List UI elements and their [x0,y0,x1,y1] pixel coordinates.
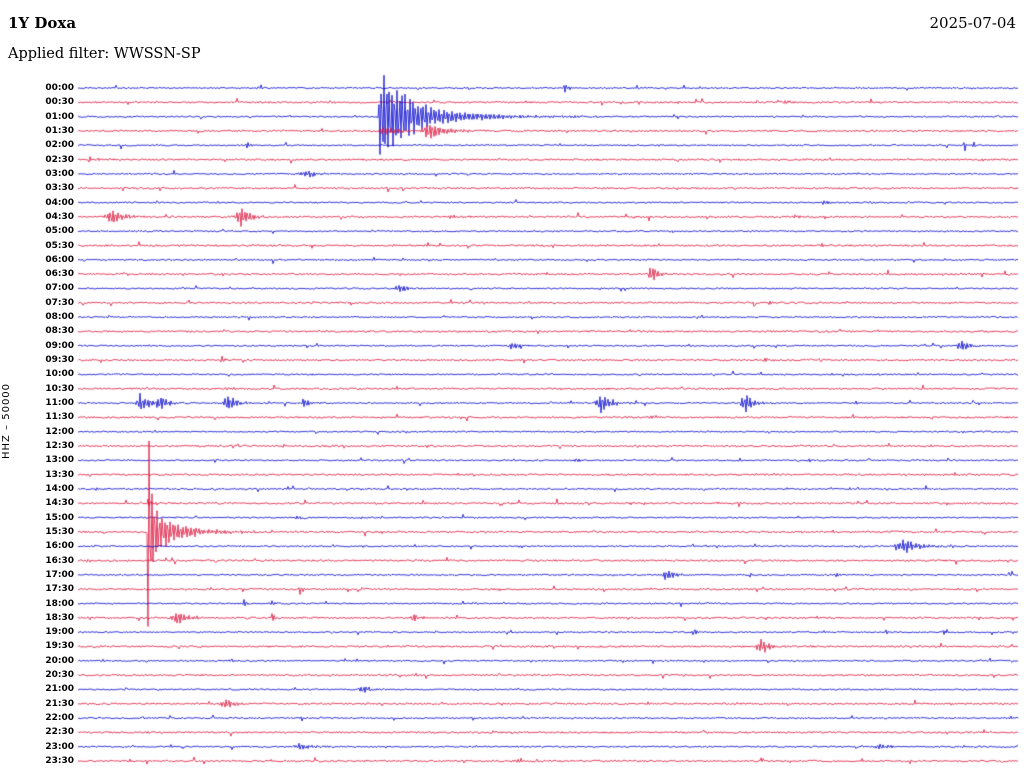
time-label: 23:30 [45,756,74,767]
time-label: 05:30 [45,240,74,251]
time-label: 22:30 [45,727,74,738]
date-label: 2025-07-04 [929,14,1016,32]
time-label: 22:00 [45,713,74,724]
time-label: 21:00 [45,684,74,695]
time-label: 19:00 [45,627,74,638]
time-label: 02:30 [45,154,74,165]
time-label: 12:30 [45,441,74,451]
time-label: 18:30 [45,612,74,623]
time-label: 08:30 [45,326,74,337]
time-label: 03:00 [45,168,74,179]
time-label: 17:30 [45,584,74,595]
time-label: 10:30 [45,383,74,394]
time-label: 02:00 [45,140,74,151]
time-label: 23:00 [45,741,74,752]
time-label: 13:30 [45,469,74,480]
time-label: 00:00 [45,83,74,93]
time-label: 06:00 [45,254,74,265]
filter-label: Applied filter: WWSSN-SP [8,46,201,62]
time-label: 11:00 [45,398,74,409]
time-label: 15:00 [45,512,74,523]
time-label: 13:00 [45,455,74,466]
time-label: 16:30 [45,555,74,566]
time-label: 04:30 [45,211,74,222]
time-label: 14:30 [45,498,74,509]
time-label: 16:00 [45,541,74,552]
time-label: 09:30 [45,355,74,366]
time-label: 12:00 [45,426,74,437]
time-label: 18:00 [45,598,74,609]
time-label: 00:30 [45,97,74,108]
time-label: 19:30 [45,641,74,652]
time-label: 07:00 [45,283,74,294]
time-label: 21:30 [45,698,74,709]
time-label: 01:30 [45,125,74,136]
time-label: 04:00 [45,197,74,208]
time-label: 01:00 [45,111,74,122]
time-label: 03:30 [45,183,74,194]
time-label: 15:30 [45,526,74,537]
time-label: 10:00 [45,369,74,380]
station-title: 1Y Doxa [8,14,77,32]
time-label: 20:00 [45,655,74,666]
time-label: 20:30 [45,670,74,681]
time-label: 06:30 [45,269,74,280]
time-label: 09:00 [45,340,74,351]
time-label: 07:30 [45,297,74,308]
time-label: 05:00 [45,226,74,237]
time-label: 08:00 [45,312,74,323]
time-label: 14:00 [45,483,74,494]
time-label: 17:00 [45,569,74,580]
time-label: 11:30 [45,412,74,423]
